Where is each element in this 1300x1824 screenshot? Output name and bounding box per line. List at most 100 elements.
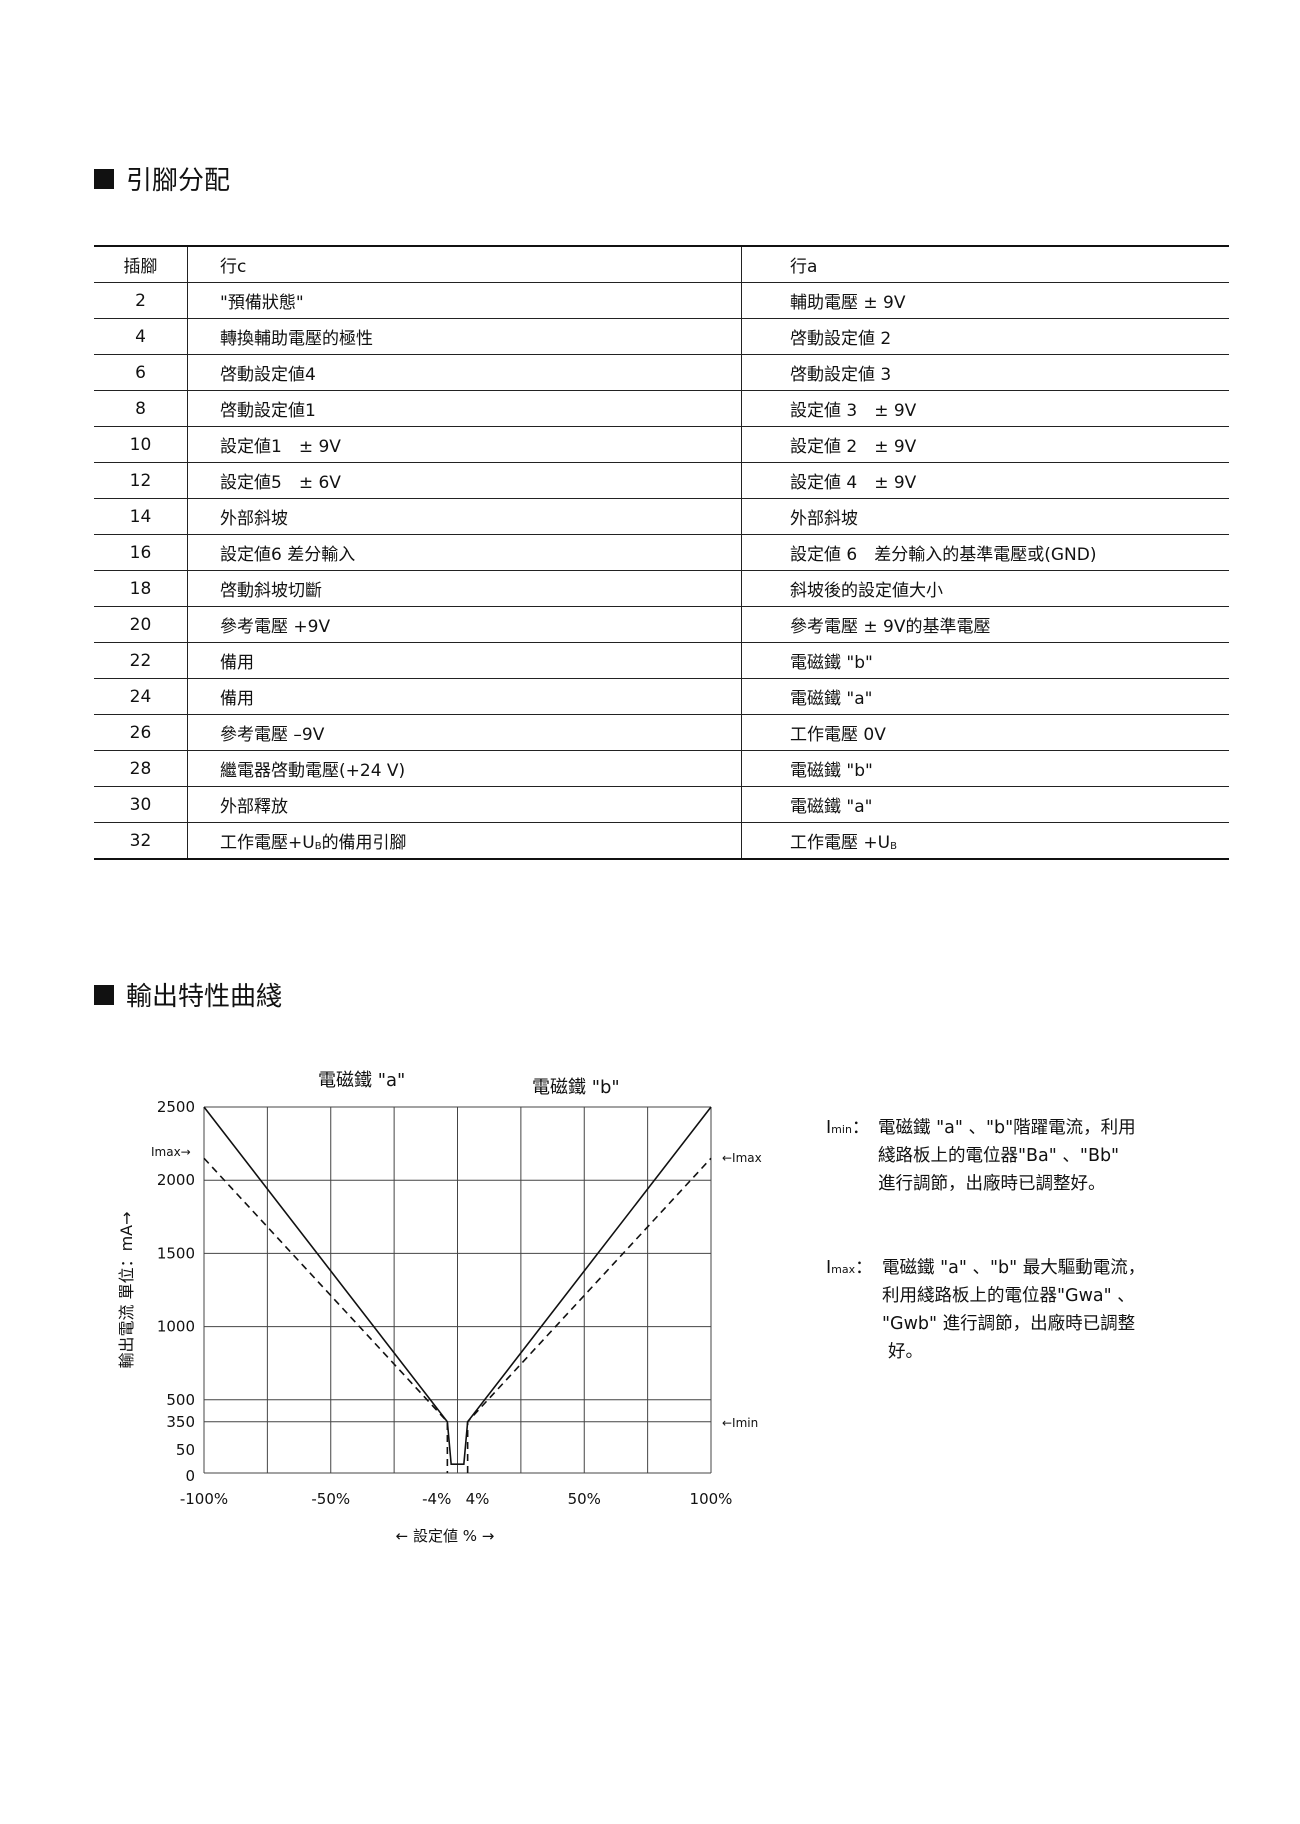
chart-annotation-a: 電磁鐵 "a": [318, 1070, 405, 1091]
pin-number: 18: [94, 570, 188, 607]
note-line: "Gwb" 進行調節，出廠時已調整: [882, 1314, 1136, 1334]
pin-number: 22: [94, 642, 188, 679]
pin-number: 20: [94, 606, 188, 643]
table-row: 20 參考電壓 +9V 參考電壓 ± 9V的基準電壓: [94, 606, 1229, 643]
note-line: 利用綫路板上的電位器"Gwa" 、: [882, 1286, 1135, 1306]
table-row: 16 設定値6 差分輸入 設定値 6 差分輸入的基準電壓或(GND): [94, 534, 1229, 571]
y-tick-label: 2500: [157, 1098, 195, 1116]
section-title-text: 引腳分配: [126, 166, 231, 196]
x-axis-label: ← 設定値 % →: [396, 1527, 495, 1545]
row-c-function: 外部釋放: [187, 786, 742, 823]
y-axis-label: 輸出電流 單位：mA→: [117, 1211, 136, 1368]
row-c-function: 設定値5 ± 6V: [187, 462, 742, 499]
pin-number: 28: [94, 750, 188, 787]
table-row: 14 外部斜坡 外部斜坡: [94, 498, 1229, 535]
row-a-function: 輔助電壓 ± 9V: [741, 282, 1229, 319]
note-imin-label: Imin：: [826, 1118, 870, 1138]
table-row: 18 啓動斜坡切斷 斜坡後的設定値大小: [94, 570, 1229, 607]
table-row: 10 設定値1 ± 9V 設定値 2 ± 9V: [94, 426, 1229, 463]
y-tick-label: 1000: [157, 1318, 195, 1336]
x-tick-label: -50%: [311, 1490, 350, 1508]
row-c-function: 設定値1 ± 9V: [187, 426, 742, 463]
row-c-function: 啓動斜坡切斷: [187, 570, 742, 607]
pin-number: 24: [94, 678, 188, 715]
row-c-function: 備用: [187, 678, 742, 715]
row-a-function: 斜坡後的設定値大小: [741, 570, 1229, 607]
note-line: 好。: [888, 1342, 923, 1362]
pin-number: 4: [94, 318, 188, 355]
x-tick-label: -100%: [180, 1490, 228, 1508]
section-title-pin-assignment: 引腳分配: [94, 160, 230, 197]
table-row: 32 工作電壓+UB的備用引腳 工作電壓 +UB: [94, 822, 1229, 860]
row-a-function: 設定値 2 ± 9V: [741, 426, 1229, 463]
row-a-function: 電磁鐵 "b": [741, 642, 1229, 679]
pin-number: 32: [94, 822, 188, 860]
x-tick-label: 4%: [466, 1490, 490, 1508]
note-imax: Imax： 電磁鐵 "a" 、"b" 最大驅動電流， 利用綫路板上的電位器"Gw…: [826, 1254, 1145, 1366]
table-row: 4 轉換輔助電壓的極性 啓動設定値 2: [94, 318, 1229, 355]
row-c-function: 設定値6 差分輸入: [187, 534, 742, 571]
table-header-row: 插腳 行c 行a: [94, 245, 1229, 283]
header-pin: 插腳: [94, 245, 188, 283]
table-row: 30 外部釋放 電磁鐵 "a": [94, 786, 1229, 823]
square-bullet-icon: [94, 984, 114, 1005]
row-a-function: 參考電壓 ± 9V的基準電壓: [741, 606, 1229, 643]
row-a-function: 電磁鐵 "b": [741, 750, 1229, 787]
row-c-function: 啓動設定値1: [187, 390, 742, 427]
note-line: 電磁鐵 "a" 、"b" 最大驅動電流，: [882, 1258, 1146, 1278]
row-c-function: 工作電壓+UB的備用引腳: [187, 822, 742, 860]
section-title-text: 輸出特性曲綫: [126, 982, 283, 1012]
square-bullet-icon: [94, 168, 114, 189]
note-imax-label: Imax：: [826, 1258, 873, 1278]
table-row: 12 設定値5 ± 6V 設定値 4 ± 9V: [94, 462, 1229, 499]
row-a-function: 設定値 4 ± 9V: [741, 462, 1229, 499]
imax-right-marker: ←Imax: [722, 1151, 762, 1165]
table-row: 2 "預備狀態" 輔助電壓 ± 9V: [94, 282, 1229, 319]
y-tick-label: 500: [166, 1391, 195, 1409]
imax-left-marker: Imax→: [151, 1145, 191, 1159]
row-c-function: 參考電壓 –9V: [187, 714, 742, 751]
pin-assignment-table: 插腳 行c 行a 2 "預備狀態" 輔助電壓 ± 9V 4 轉換輔助電壓的極性 啓…: [94, 245, 1229, 860]
note-line: 綫路板上的電位器"Ba" 、"Bb": [878, 1146, 1120, 1166]
row-c-function: 繼電器啓動電壓(+24 V): [187, 750, 742, 787]
table-row: 6 啓動設定値4 啓動設定値 3: [94, 354, 1229, 391]
pin-number: 2: [94, 282, 188, 319]
pin-number: 12: [94, 462, 188, 499]
y-tick-label: 2000: [157, 1171, 195, 1189]
row-c-function: 參考電壓 +9V: [187, 606, 742, 643]
row-a-function: 啓動設定値 3: [741, 354, 1229, 391]
pin-number: 6: [94, 354, 188, 391]
y-tick-label: 0: [185, 1467, 195, 1485]
chart-annotation-b: 電磁鐵 "b": [532, 1077, 620, 1098]
row-a-function: 設定値 6 差分輸入的基準電壓或(GND): [741, 534, 1229, 571]
header-row-c: 行c: [187, 245, 742, 283]
note-line: 進行調節，出廠時已調整好。: [878, 1174, 1106, 1194]
pin-number: 26: [94, 714, 188, 751]
row-c-function: 備用: [187, 642, 742, 679]
x-tick-label: -4%: [422, 1490, 451, 1508]
pin-number: 10: [94, 426, 188, 463]
table-row: 24 備用 電磁鐵 "a": [94, 678, 1229, 715]
row-a-function: 電磁鐵 "a": [741, 786, 1229, 823]
row-c-function: 轉換輔助電壓的極性: [187, 318, 742, 355]
table-row: 28 繼電器啓動電壓(+24 V) 電磁鐵 "b": [94, 750, 1229, 787]
row-a-function: 工作電壓 +UB: [741, 822, 1229, 860]
imin-right-marker: ←Imin: [722, 1416, 758, 1430]
y-tick-label: 50: [176, 1441, 195, 1459]
row-a-function: 設定値 3 ± 9V: [741, 390, 1229, 427]
pin-number: 8: [94, 390, 188, 427]
note-line: 電磁鐵 "a" 、"b"階躍電流，利用: [878, 1118, 1136, 1138]
table-row: 22 備用 電磁鐵 "b": [94, 642, 1229, 679]
x-tick-label: 100%: [690, 1490, 733, 1508]
dashed-series-line: [466, 1157, 712, 1473]
y-tick-label: 350: [166, 1413, 195, 1431]
row-c-function: 啓動設定値4: [187, 354, 742, 391]
pin-number: 16: [94, 534, 188, 571]
row-a-function: 啓動設定値 2: [741, 318, 1229, 355]
row-a-function: 外部斜坡: [741, 498, 1229, 535]
dashed-series-line: [203, 1157, 449, 1473]
section-title-output-curve: 輸出特性曲綫: [94, 976, 282, 1013]
row-a-function: 電磁鐵 "a": [741, 678, 1229, 715]
table-row: 26 參考電壓 –9V 工作電壓 0V: [94, 714, 1229, 751]
